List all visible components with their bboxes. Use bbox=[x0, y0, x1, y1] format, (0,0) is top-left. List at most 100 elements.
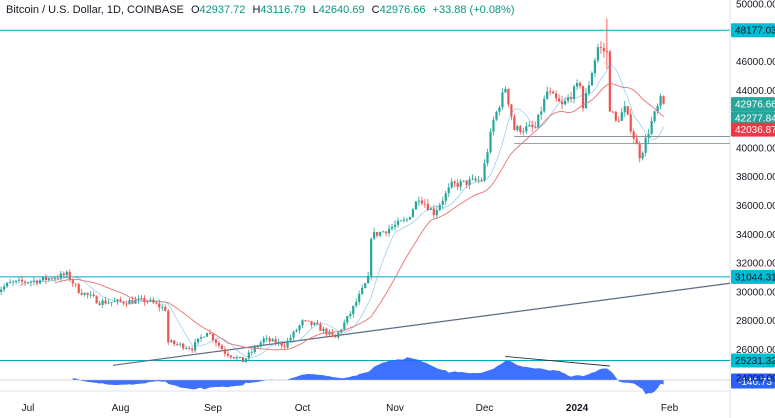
candle-body bbox=[179, 343, 182, 345]
candle-body bbox=[211, 333, 215, 340]
candle-body bbox=[390, 227, 394, 229]
candle-body bbox=[587, 85, 591, 94]
price-tick-label: 40000.00 bbox=[736, 143, 775, 154]
candle-body bbox=[620, 112, 623, 121]
close-value: 42976.66 bbox=[380, 4, 426, 16]
candle-body bbox=[662, 96, 665, 104]
candle-body bbox=[337, 332, 340, 338]
candle-body bbox=[122, 301, 125, 304]
candle-body bbox=[146, 301, 149, 303]
candle-body bbox=[584, 93, 588, 109]
price-tag-label: 48177.03 bbox=[735, 26, 775, 37]
price-tick-label: 46000.00 bbox=[736, 57, 775, 68]
time-tick-label: Oct bbox=[295, 403, 311, 414]
candle-body bbox=[14, 280, 18, 282]
candle-body bbox=[355, 301, 358, 306]
candle-body bbox=[20, 279, 24, 282]
price-tick-label: 26000.00 bbox=[736, 345, 775, 356]
price-tick-label: 36000.00 bbox=[736, 201, 775, 212]
change-value: +33.88 (+0.08%) bbox=[433, 4, 515, 16]
candle-body bbox=[301, 320, 304, 326]
candle-body bbox=[432, 208, 435, 216]
candle-body bbox=[50, 278, 53, 280]
candle-body bbox=[149, 299, 152, 302]
low-label: L bbox=[313, 4, 319, 16]
time-tick-label: Sep bbox=[204, 403, 222, 414]
candle-body bbox=[528, 125, 531, 127]
candle-body bbox=[534, 126, 537, 128]
candle-body bbox=[381, 231, 385, 233]
oscillator-area bbox=[72, 357, 664, 395]
price-tick-label: 28000.00 bbox=[736, 316, 775, 327]
candle-body bbox=[259, 342, 262, 347]
candle-body bbox=[626, 106, 629, 115]
candle-body bbox=[65, 271, 68, 276]
candle-body bbox=[438, 204, 441, 211]
candle-body bbox=[241, 356, 244, 362]
candle-body bbox=[483, 163, 486, 181]
candle-body bbox=[498, 107, 501, 112]
candle-body bbox=[447, 187, 450, 194]
close-label: C bbox=[372, 4, 380, 16]
symbol-title: Bitcoin / U.S. Dollar, 1D, COINBASE bbox=[6, 4, 184, 16]
candle-body bbox=[41, 277, 45, 281]
price-tick-label: 38000.00 bbox=[736, 172, 775, 183]
candle-body bbox=[656, 105, 659, 112]
candle-body bbox=[546, 91, 549, 99]
candle-body bbox=[101, 300, 104, 305]
price-tag-label: 25231.32 bbox=[735, 356, 775, 367]
axes: 50000.0048000.0046000.0044000.0042000.00… bbox=[22, 0, 775, 414]
low-value: 42640.69 bbox=[319, 4, 365, 16]
price-tick-label: 32000.00 bbox=[736, 259, 775, 270]
candle-body bbox=[196, 338, 200, 343]
candle-body bbox=[316, 322, 319, 325]
candle-body bbox=[23, 281, 27, 283]
candle-body bbox=[56, 278, 59, 280]
price-tick-label: 24000.00 bbox=[736, 374, 775, 385]
candle-body bbox=[373, 232, 376, 239]
candle-body bbox=[343, 322, 346, 330]
oscillator-pane: 2000.00-146.73 bbox=[0, 356, 775, 395]
price-tag-box bbox=[731, 269, 775, 284]
candle-body bbox=[295, 330, 298, 332]
candle-body bbox=[468, 179, 471, 185]
candle-body bbox=[313, 322, 316, 325]
time-tick-label: Jul bbox=[22, 403, 35, 414]
candle-body bbox=[465, 180, 468, 185]
candle-body bbox=[596, 47, 600, 61]
candle-body bbox=[217, 342, 221, 346]
candle-body bbox=[593, 60, 597, 74]
candle-body bbox=[107, 302, 110, 304]
trendline bbox=[112, 282, 731, 366]
candle-body bbox=[453, 181, 456, 184]
price-tag-label: 42976.66 bbox=[735, 100, 775, 111]
high-value: 43116.79 bbox=[260, 4, 305, 16]
candle-body bbox=[155, 302, 158, 304]
candle-body bbox=[182, 343, 185, 349]
candle-body bbox=[277, 342, 280, 344]
candle-body bbox=[17, 279, 21, 281]
candle-body bbox=[44, 277, 48, 281]
candle-body bbox=[170, 340, 173, 343]
candle-body bbox=[47, 278, 50, 281]
candle-body bbox=[635, 138, 638, 145]
candle-body bbox=[405, 219, 409, 221]
candle-body bbox=[608, 51, 611, 112]
candle-body bbox=[423, 203, 426, 205]
candle-body bbox=[516, 126, 519, 131]
candle-body bbox=[558, 98, 561, 102]
candle-body bbox=[116, 299, 119, 302]
open-label: O bbox=[191, 4, 200, 16]
grid-lines bbox=[0, 0, 731, 418]
candle-body bbox=[462, 180, 465, 182]
candle-body bbox=[304, 320, 307, 322]
candle-body bbox=[92, 294, 95, 297]
candlesticks bbox=[0, 18, 665, 363]
candle-body bbox=[271, 339, 274, 342]
candle-body bbox=[629, 114, 632, 132]
candle-body bbox=[552, 91, 555, 94]
candle-body bbox=[617, 120, 620, 122]
candle-body bbox=[495, 111, 498, 120]
candle-body bbox=[510, 104, 513, 117]
